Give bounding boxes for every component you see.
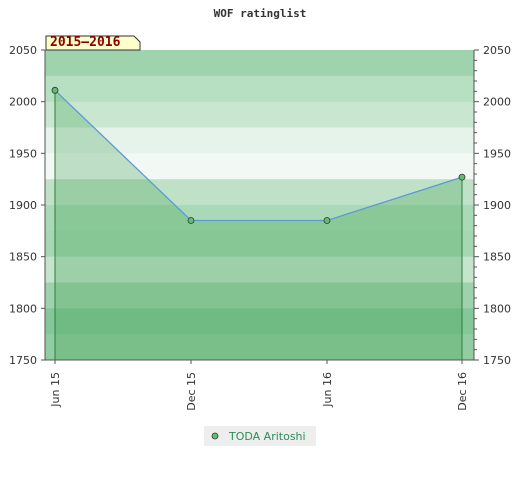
legend: TODA Aritoshi <box>204 426 316 446</box>
x-tick-label: Jun 15 <box>49 372 62 408</box>
y-tick-label-left: 2050 <box>9 44 37 57</box>
y-tick-label-right: 1750 <box>483 354 511 367</box>
y-tick-label-left: 1800 <box>9 302 37 315</box>
data-point <box>458 173 466 181</box>
y-tick-label-left: 2000 <box>9 96 37 109</box>
y-tick-label-right: 1900 <box>483 199 511 212</box>
background-band <box>45 50 474 77</box>
series-points <box>51 86 466 224</box>
background-band <box>45 205 474 232</box>
drop-lines <box>54 90 463 360</box>
legend-label: TODA Aritoshi <box>228 430 306 443</box>
series-line-path <box>54 89 463 222</box>
background-bands <box>45 50 474 361</box>
axes: 1750 1750 1800 1800 1850 1850 1900 1900 1950 1950… <box>9 44 511 411</box>
y-tick-label-right: 2050 <box>483 44 511 57</box>
y-tick-label-left: 1900 <box>9 199 37 212</box>
chart-title: WOF ratinglist <box>214 7 307 20</box>
x-tick-label: Jun 16 <box>321 372 334 408</box>
background-band <box>45 256 474 283</box>
background-band <box>45 230 474 258</box>
background-band <box>45 282 474 309</box>
y-tick-label-right: 2000 <box>483 96 511 109</box>
area-fill <box>55 90 462 361</box>
y-tick-label-left: 1950 <box>9 147 37 160</box>
y-tick-label-left: 1850 <box>9 251 37 264</box>
y-tick-label-left: 1750 <box>9 354 37 367</box>
background-band <box>45 75 474 103</box>
y-tick-label-right: 1950 <box>483 147 511 160</box>
background-band <box>45 179 474 206</box>
x-tick-label: Dec 15 <box>185 372 198 411</box>
y-tick-label-right: 1850 <box>483 251 511 264</box>
data-point <box>187 217 195 224</box>
legend-marker <box>211 432 219 440</box>
season-label: 2015–2016 <box>50 35 121 50</box>
series-area <box>55 90 462 361</box>
background-band <box>45 334 474 361</box>
data-point <box>323 217 331 224</box>
x-tick-label: Dec 16 <box>456 372 469 411</box>
series-line <box>54 89 463 222</box>
data-point <box>51 86 59 94</box>
legend-box <box>204 426 316 446</box>
season-badge: 2015–2016 <box>45 35 141 51</box>
y-tick-label-right: 1800 <box>483 302 511 315</box>
background-band <box>45 101 474 128</box>
background-band <box>45 153 474 180</box>
background-band <box>45 308 474 335</box>
